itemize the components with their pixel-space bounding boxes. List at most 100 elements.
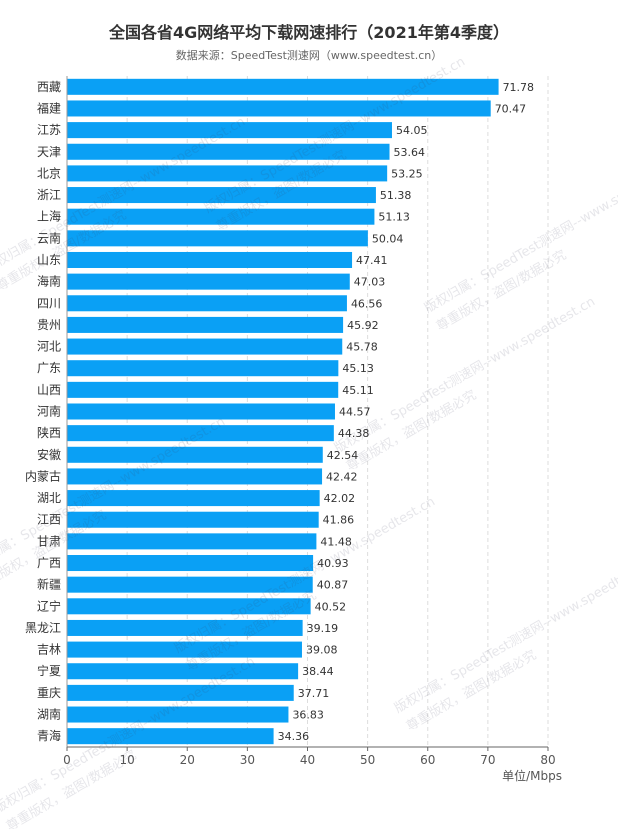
value-label: 41.48 bbox=[320, 535, 352, 548]
category-label: 陕西 bbox=[37, 425, 61, 440]
value-label: 40.87 bbox=[317, 579, 349, 592]
x-tick-label: 60 bbox=[420, 753, 435, 767]
value-label: 39.08 bbox=[306, 644, 338, 657]
category-label: 新疆 bbox=[37, 577, 61, 592]
value-label: 44.38 bbox=[338, 427, 370, 440]
category-label: 河北 bbox=[37, 340, 61, 354]
value-label: 51.13 bbox=[378, 211, 410, 224]
bar bbox=[67, 78, 499, 95]
bar bbox=[67, 338, 343, 355]
x-tick-label: 70 bbox=[480, 753, 495, 767]
bar bbox=[67, 490, 320, 507]
category-label: 江西 bbox=[37, 513, 61, 527]
category-label: 天津 bbox=[37, 145, 61, 159]
value-label: 42.02 bbox=[324, 492, 356, 505]
bar bbox=[67, 208, 375, 225]
value-label: 53.25 bbox=[391, 167, 423, 180]
value-label: 39.19 bbox=[307, 622, 339, 635]
category-label: 安徽 bbox=[37, 447, 61, 462]
x-tick-label: 50 bbox=[360, 753, 375, 767]
value-label: 36.83 bbox=[292, 709, 324, 722]
value-label: 44.57 bbox=[339, 406, 371, 419]
bar bbox=[67, 728, 274, 745]
value-label: 53.64 bbox=[394, 146, 426, 159]
bar bbox=[67, 273, 350, 290]
category-label: 山东 bbox=[37, 253, 61, 267]
category-label: 重庆 bbox=[37, 686, 61, 700]
x-tick-label: 0 bbox=[63, 753, 71, 767]
x-tick-label: 40 bbox=[300, 753, 315, 767]
chart-subtitle: 数据来源：SpeedTest测速网（www.speedtest.cn） bbox=[175, 49, 443, 62]
value-label: 50.04 bbox=[372, 232, 404, 245]
value-label: 70.47 bbox=[495, 102, 527, 115]
bar bbox=[67, 316, 344, 333]
bar bbox=[67, 663, 299, 680]
chart-title: 全国各省4G网络平均下载网速排行（2021年第4季度） bbox=[109, 23, 509, 42]
bar bbox=[67, 360, 339, 377]
category-label: 云南 bbox=[37, 230, 61, 245]
bar bbox=[67, 425, 334, 442]
bar bbox=[67, 619, 303, 636]
category-label: 甘肃 bbox=[37, 534, 61, 548]
value-label: 42.54 bbox=[327, 449, 359, 462]
category-label: 黑龙江 bbox=[25, 621, 61, 635]
bar bbox=[67, 403, 335, 420]
bar bbox=[67, 143, 390, 160]
value-label: 40.93 bbox=[317, 557, 349, 570]
category-label: 福建 bbox=[37, 100, 61, 115]
x-tick-label: 20 bbox=[180, 753, 195, 767]
value-label: 42.42 bbox=[326, 470, 358, 483]
category-label: 青海 bbox=[37, 728, 61, 743]
bar bbox=[67, 230, 368, 247]
category-label: 吉林 bbox=[37, 643, 61, 657]
x-tick-label: 30 bbox=[240, 753, 255, 767]
category-label: 浙江 bbox=[37, 188, 61, 202]
bar bbox=[67, 251, 353, 268]
category-label: 上海 bbox=[37, 209, 61, 224]
bar bbox=[67, 122, 392, 139]
category-label: 广东 bbox=[37, 361, 61, 375]
category-label: 北京 bbox=[37, 166, 61, 180]
category-label: 宁夏 bbox=[37, 663, 61, 678]
value-label: 40.52 bbox=[315, 600, 347, 613]
bar bbox=[67, 576, 313, 593]
bar bbox=[67, 446, 323, 463]
bar bbox=[67, 641, 302, 658]
value-label: 41.86 bbox=[323, 514, 355, 527]
value-label: 45.13 bbox=[342, 362, 374, 375]
bar bbox=[67, 295, 347, 312]
bar bbox=[67, 555, 314, 572]
x-axis-title: 单位/Mbps bbox=[502, 768, 562, 783]
category-label: 内蒙古 bbox=[25, 468, 61, 483]
value-label: 47.03 bbox=[354, 276, 386, 289]
x-tick-label: 10 bbox=[119, 753, 134, 767]
category-label: 贵州 bbox=[37, 318, 61, 332]
bar bbox=[67, 381, 339, 398]
bar bbox=[67, 187, 376, 204]
value-label: 45.92 bbox=[347, 319, 379, 332]
category-label: 江苏 bbox=[37, 123, 61, 137]
value-label: 45.11 bbox=[342, 384, 374, 397]
category-label: 西藏 bbox=[37, 80, 61, 94]
category-label: 湖南 bbox=[37, 707, 61, 722]
bar bbox=[67, 684, 294, 701]
value-label: 46.56 bbox=[351, 297, 383, 310]
bar bbox=[67, 165, 388, 182]
value-label: 51.38 bbox=[380, 189, 412, 202]
category-label: 湖北 bbox=[37, 490, 61, 505]
bar bbox=[67, 468, 323, 485]
value-label: 71.78 bbox=[503, 81, 535, 94]
category-label: 四川 bbox=[37, 296, 61, 310]
category-label: 山西 bbox=[37, 383, 61, 397]
category-label: 海南 bbox=[37, 274, 61, 289]
value-label: 37.71 bbox=[298, 687, 330, 700]
value-label: 45.78 bbox=[346, 341, 378, 354]
value-label: 54.05 bbox=[396, 124, 428, 137]
x-tick-label: 80 bbox=[540, 753, 555, 767]
value-label: 47.41 bbox=[356, 254, 388, 267]
bar bbox=[67, 598, 311, 615]
bar bbox=[67, 533, 317, 550]
bar bbox=[67, 100, 491, 117]
category-label: 辽宁 bbox=[37, 598, 61, 613]
